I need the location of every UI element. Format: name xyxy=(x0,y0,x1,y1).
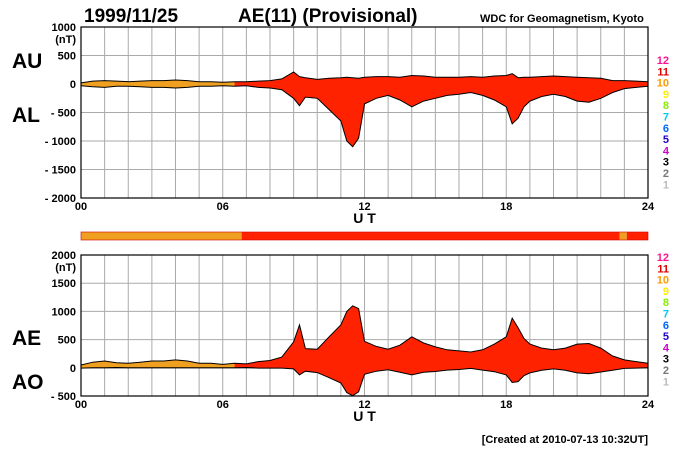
station-bar-segment xyxy=(241,232,620,240)
x-axis-label: U T xyxy=(353,210,376,226)
chart-title: AE(11) (Provisional) xyxy=(238,6,418,27)
y-tick-label: 500 xyxy=(58,51,76,63)
date-label: 1999/11/25 xyxy=(84,6,178,27)
ae-ao-panel: 2000 1500 1000 500 0 - 500 (nT) 00 06 12 18 24 U T AE… xyxy=(12,250,655,424)
y-tick-label: - 1000 xyxy=(45,136,76,148)
station-legend-item: 11 xyxy=(657,263,669,275)
fill-area-early xyxy=(81,80,235,88)
station-legend-item: 1 xyxy=(663,179,669,191)
unit-label: (nT) xyxy=(55,262,76,274)
station-legend-item: 4 xyxy=(663,342,670,354)
y-tick-label: 2000 xyxy=(52,250,76,262)
fill-area-early xyxy=(81,359,235,369)
y-tick-label: 1000 xyxy=(52,306,76,318)
station-legend-item: 3 xyxy=(663,157,669,169)
y-tick-label: 500 xyxy=(58,335,76,347)
plot-frame xyxy=(80,254,649,397)
x-tick-label: 18 xyxy=(500,399,512,411)
x-axis-label: U T xyxy=(353,408,376,424)
plot-frame xyxy=(80,26,649,199)
y-tick-label: 0 xyxy=(70,363,76,375)
series-line-ae xyxy=(80,305,649,366)
station-bar-segment xyxy=(81,232,242,240)
fill-area-between-series xyxy=(81,305,648,396)
side-label-al: AL xyxy=(12,104,40,127)
x-tick-label: 06 xyxy=(217,399,229,411)
station-legend-item: 12 xyxy=(657,252,669,264)
station-legend-item: 12 xyxy=(657,55,669,67)
station-legend-item: 6 xyxy=(663,320,669,332)
station-legend-item: 10 xyxy=(657,78,669,90)
station-bar-segment xyxy=(626,232,648,240)
y-tick-label: - 1500 xyxy=(45,165,76,177)
x-tick-label: 12 xyxy=(358,399,370,411)
unit-label: (nT) xyxy=(55,34,76,46)
station-legend-item: 7 xyxy=(663,112,669,124)
created-label: [Created at 2010-07-13 10:32UT] xyxy=(482,434,649,446)
station-legend-item: 11 xyxy=(657,66,669,78)
station-legend-item: 2 xyxy=(663,365,669,377)
side-label-ae: AE xyxy=(12,327,41,350)
station-bar-segment xyxy=(619,232,627,240)
series-line-au xyxy=(80,71,649,84)
series-line-al xyxy=(80,85,649,148)
y-tick-label: - 500 xyxy=(51,391,76,403)
y-tick-label: - 2000 xyxy=(45,193,76,205)
y-tick-label: 0 xyxy=(70,79,76,91)
station-legend-item: 8 xyxy=(663,297,669,309)
x-tick-label: 24 xyxy=(642,399,655,411)
station-legend-item: 2 xyxy=(663,168,669,180)
station-count-bar xyxy=(80,231,649,241)
x-tick-label: 12 xyxy=(358,201,370,213)
fill-area-between-series xyxy=(81,72,648,147)
series-line-ao xyxy=(80,366,649,397)
x-tick-label: 06 xyxy=(217,201,229,213)
x-tick-label: 18 xyxy=(500,201,512,213)
station-legend-item: 3 xyxy=(663,354,669,366)
y-tick-label: - 500 xyxy=(51,108,76,120)
y-tick-label: 1500 xyxy=(52,278,76,290)
station-legend-item: 10 xyxy=(657,275,669,287)
station-legend-item: 9 xyxy=(663,89,669,101)
side-label-ao: AO xyxy=(12,371,44,394)
station-bar-frame xyxy=(80,231,649,241)
side-label-au: AU xyxy=(12,50,42,73)
station-legend-item: 1 xyxy=(663,376,669,388)
x-tick-label: 00 xyxy=(75,399,87,411)
station-legend-item: 6 xyxy=(663,123,669,135)
x-tick-label: 24 xyxy=(642,201,655,213)
station-legend-item: 7 xyxy=(663,309,669,321)
source-label: WDC for Geomagnetism, Kyoto xyxy=(480,13,644,25)
y-tick-label: 1000 xyxy=(52,22,76,34)
station-legend-item: 9 xyxy=(663,286,669,298)
station-legend-item: 5 xyxy=(663,134,669,146)
au-al-panel: 1000 500 0 - 500 - 1000 - 1500 - 2000 (nT) 00 06 1… xyxy=(12,22,655,226)
station-legend-item: 5 xyxy=(663,331,669,343)
x-tick-label: 00 xyxy=(75,201,87,213)
station-legend-item: 8 xyxy=(663,100,669,112)
station-legend-item: 4 xyxy=(663,145,670,157)
